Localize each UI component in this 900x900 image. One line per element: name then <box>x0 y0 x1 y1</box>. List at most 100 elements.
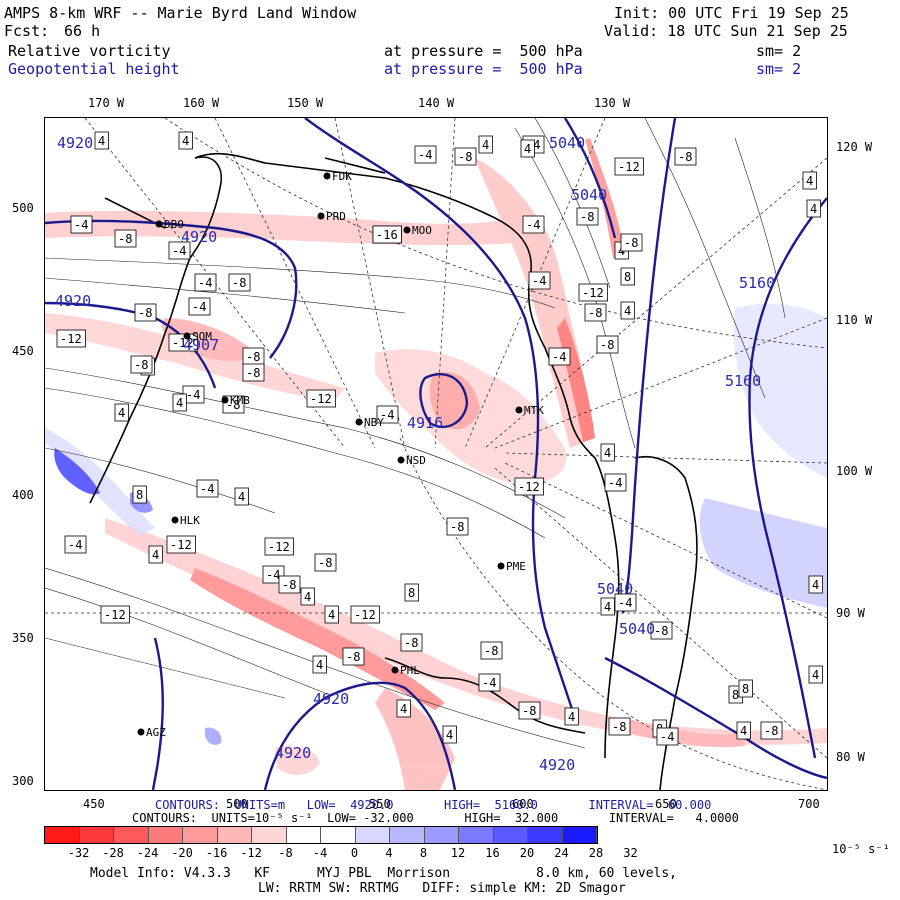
vorticity-label: 4 <box>400 702 407 716</box>
colorbar-cell <box>79 827 114 843</box>
colorbar-label: -12 <box>240 846 262 860</box>
station-marker <box>497 562 505 570</box>
vorticity-label: 4 <box>316 658 323 672</box>
height-label: 4920 <box>55 292 91 310</box>
vorticity-label: -8 <box>404 636 418 650</box>
station-marker <box>515 406 523 414</box>
y-tick-label: 300 <box>12 774 34 788</box>
height-labels: 4920 4920 4920 4907 4916 5040 5040 5160 5160 5040… <box>55 134 775 774</box>
vorticity-label-box <box>528 271 551 290</box>
field2-smoothing: sm= 2 <box>756 60 802 78</box>
vorticity-label-box <box>514 477 544 496</box>
station-marker <box>171 516 179 524</box>
vorticity-label: -4 <box>552 350 566 364</box>
vorticity-label-box <box>400 633 423 652</box>
vorticity-label-box <box>188 297 211 316</box>
vorticity-label: -12 <box>170 538 192 552</box>
colorbar-label: -4 <box>312 846 328 860</box>
vorticity-label: -4 <box>200 482 214 496</box>
height-label: 4920 <box>539 756 575 774</box>
vorticity-label-box <box>738 679 753 698</box>
colorbar-label: 28 <box>588 846 604 860</box>
vorticity-label-box <box>194 273 217 292</box>
vorticity-contour-info: CONTOURS: UNITS=10⁻⁵ s⁻¹ LOW= -32.000 HI… <box>132 811 739 825</box>
vorticity-label: -8 <box>346 650 360 664</box>
vorticity-label: 4 <box>176 396 183 410</box>
station-label: PHL <box>400 664 420 677</box>
vorticity-label: -16 <box>376 228 398 242</box>
vorticity-label: -8 <box>484 644 498 658</box>
lon-label-top: 160 W <box>183 96 220 110</box>
vorticity-label-box <box>168 241 191 260</box>
vorticity-label: -8 <box>624 236 638 250</box>
vorticity-label: -12 <box>268 540 290 554</box>
vorticity-label: 8 <box>408 586 415 600</box>
vorticity-label-box <box>300 587 315 606</box>
x-tick-label: 450 <box>83 797 105 811</box>
height-label: 5040 <box>571 186 607 204</box>
vorticity-label: -4 <box>418 148 432 162</box>
station-marker <box>137 728 145 736</box>
vorticity-label-box <box>342 647 365 666</box>
vorticity-label: -8 <box>282 578 296 592</box>
vorticity-label: 8 <box>136 488 143 502</box>
vorticity-label-box <box>114 229 137 248</box>
vorticity-label: -8 <box>134 358 148 372</box>
vorticity-label-box <box>242 363 265 382</box>
colorbar-label: -24 <box>136 846 159 860</box>
field1-name: Relative vorticity <box>8 42 171 60</box>
vorticity-label-box <box>404 583 419 602</box>
vorticity-label: -12 <box>60 332 82 346</box>
vorticity-label-box <box>168 333 198 352</box>
vorticity-label: -4 <box>660 730 674 744</box>
vorticity-label: -4 <box>526 218 540 232</box>
y-tick-label: 350 <box>12 631 34 645</box>
colorbar-label: 12 <box>450 846 466 860</box>
y-tick-label: 450 <box>12 344 34 358</box>
vorticity-label: 4 <box>446 728 453 742</box>
vorticity-label-box <box>584 303 607 322</box>
height-label: 4920 <box>181 228 217 246</box>
height-label: 4920 <box>57 134 93 152</box>
vorticity-label: -4 <box>618 596 632 610</box>
height-label: 4916 <box>407 414 443 432</box>
vorticity-label-box <box>620 267 635 286</box>
colorbar-cell <box>217 827 252 843</box>
colorbar-label: -8 <box>278 846 293 860</box>
height-label: 5160 <box>739 274 775 292</box>
vorticity-label-box <box>454 147 477 166</box>
vorticity-label-box <box>674 147 697 166</box>
height-label: 4920 <box>313 690 349 708</box>
vorticity-label-box <box>564 707 579 726</box>
field1-smoothing: sm= 2 <box>756 42 802 60</box>
vorticity-label-box <box>578 283 608 302</box>
vorticity-label-box <box>600 443 615 462</box>
vorticity-label-box <box>314 553 337 572</box>
colorbar-units: 10⁻⁵ s⁻¹ <box>832 842 890 856</box>
vorticity-label-box <box>148 545 163 564</box>
station-label: FDK <box>332 170 352 183</box>
height-label: 5160 <box>725 372 761 390</box>
vorticity-label: -12 <box>172 336 194 350</box>
vorticity-label-boxes: 4 4 -4 -8 -4 4 -8 -4 -8 -4 -8 -12 -16 -12 -8 -4 4 -4 -8 -12… <box>56 131 823 746</box>
station-label: NSD <box>406 454 426 467</box>
forecast-label: Fcst: <box>4 22 50 40</box>
vorticity-label: 4 <box>624 304 631 318</box>
vorticity-label: -12 <box>354 608 376 622</box>
vorticity-label-box <box>178 131 193 150</box>
vorticity-label-box <box>234 487 249 506</box>
vorticity-label-box <box>350 605 380 624</box>
vorticity-label: -12 <box>518 480 540 494</box>
field2-level: at pressure = 500 hPa <box>384 60 583 78</box>
vorticity-label: -8 <box>612 720 626 734</box>
vorticity-label: 8 <box>732 688 739 702</box>
colorbar-cell <box>321 827 356 843</box>
colorbar-label: 20 <box>519 846 535 860</box>
map-panel: 4 4 -4 -8 -4 4 -8 -4 -8 -4 -8 -12 -16 -12 -8 -4 4 -4 -8 -12… <box>44 117 828 791</box>
vorticity-label-box <box>446 517 469 536</box>
station-label: SOM <box>192 330 212 343</box>
vorticity-label: -4 <box>172 244 186 258</box>
vorticity-label-box <box>548 347 571 366</box>
station-marker <box>323 172 331 180</box>
colorbar-cell <box>424 827 459 843</box>
